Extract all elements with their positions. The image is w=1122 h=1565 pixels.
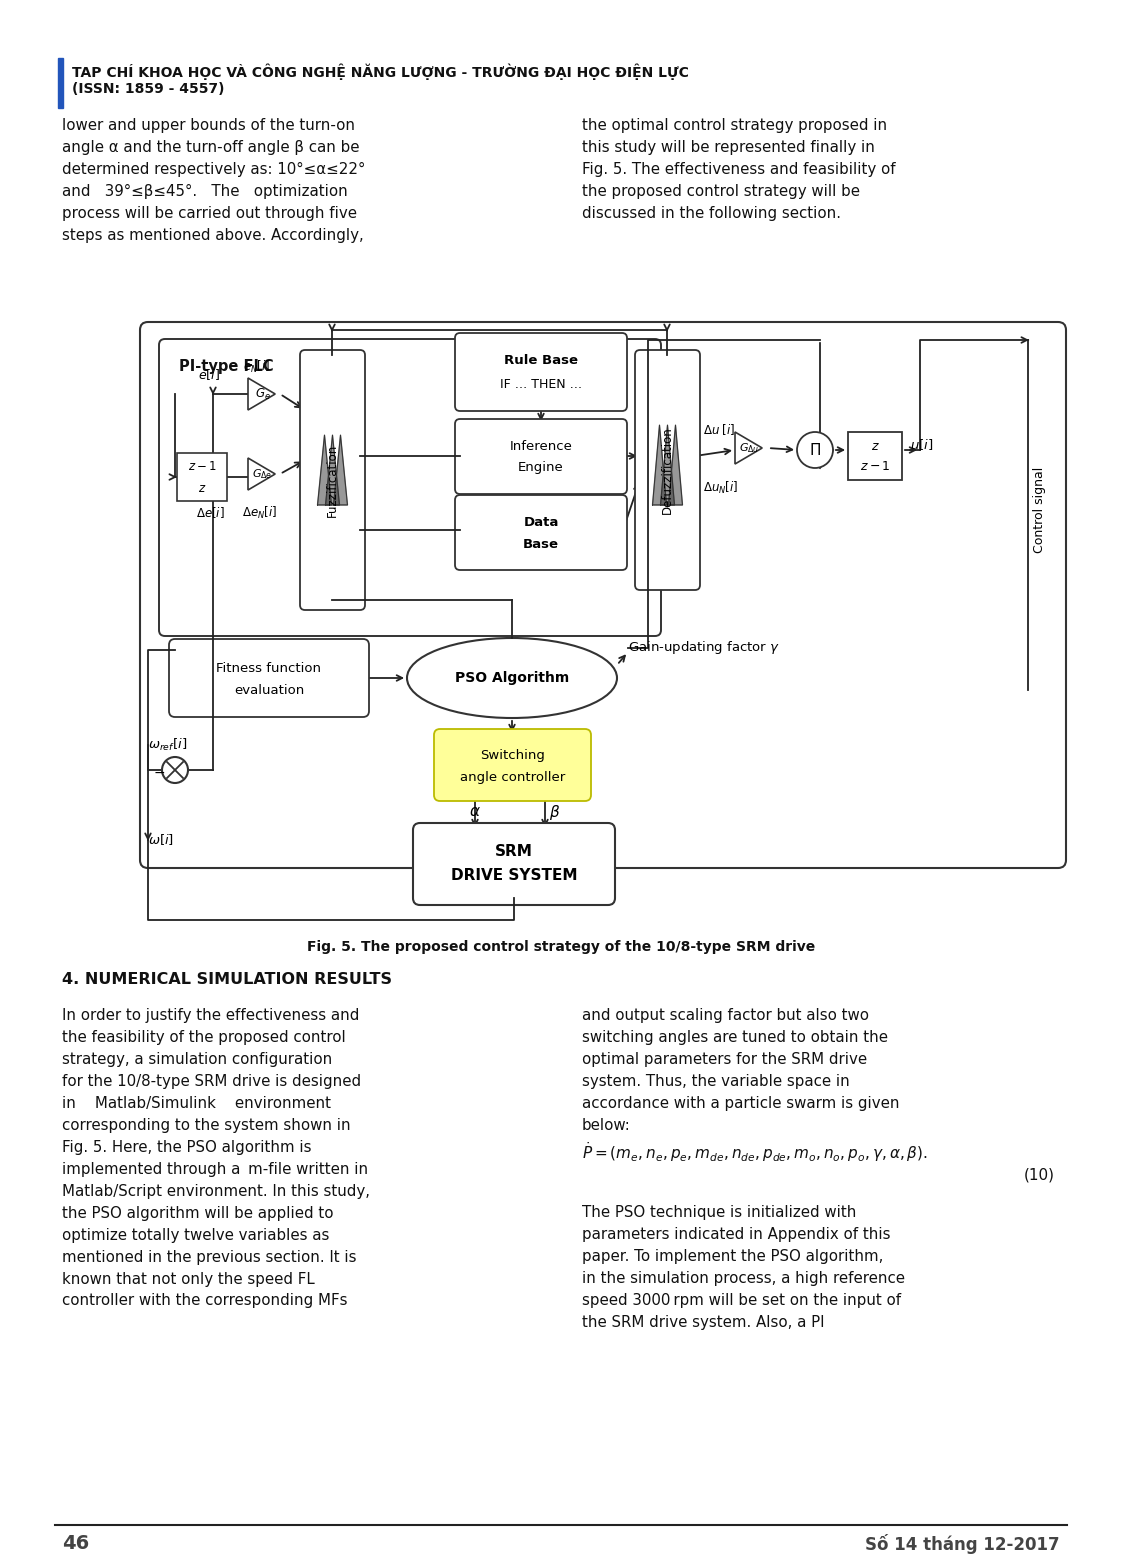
Text: PI-type FLC: PI-type FLC	[180, 358, 274, 374]
Text: $G_{\Delta e}$: $G_{\Delta e}$	[252, 466, 273, 480]
Text: Gain-updating factor $\gamma$: Gain-updating factor $\gamma$	[628, 640, 780, 656]
Text: the optimal control strategy proposed in
this study will be represented finally : the optimal control strategy proposed in…	[582, 117, 895, 221]
Text: $\omega[i]$: $\omega[i]$	[148, 833, 174, 848]
FancyBboxPatch shape	[140, 322, 1066, 869]
Polygon shape	[653, 426, 666, 505]
Text: The PSO technique is initialized with
parameters indicated in Appendix of this
p: The PSO technique is initialized with pa…	[582, 1205, 905, 1330]
FancyBboxPatch shape	[434, 729, 591, 801]
Text: lower and upper bounds of the turn-on
angle α and the turn-off angle β can be
de: lower and upper bounds of the turn-on an…	[62, 117, 366, 243]
Polygon shape	[248, 379, 275, 410]
FancyBboxPatch shape	[456, 419, 627, 495]
Text: SRM: SRM	[495, 845, 533, 859]
Text: $\omega_{ref}[i]$: $\omega_{ref}[i]$	[148, 737, 187, 753]
Text: $\Delta e[i]$: $\Delta e[i]$	[196, 505, 224, 521]
Text: DRIVE SYSTEM: DRIVE SYSTEM	[451, 869, 577, 884]
FancyBboxPatch shape	[848, 432, 902, 480]
Circle shape	[162, 757, 188, 782]
Text: IF … THEN …: IF … THEN …	[500, 377, 582, 391]
Text: $\Delta e_N[i]$: $\Delta e_N[i]$	[242, 505, 277, 521]
Ellipse shape	[407, 639, 617, 718]
Text: $z$: $z$	[871, 440, 880, 452]
FancyBboxPatch shape	[177, 452, 227, 501]
Text: Fitness function: Fitness function	[217, 662, 322, 676]
Text: evaluation: evaluation	[233, 684, 304, 698]
Text: Fig. 5. The proposed control strategy of the 10/8-type SRM drive: Fig. 5. The proposed control strategy of…	[307, 941, 815, 955]
Text: Số 14 tháng 12-2017: Số 14 tháng 12-2017	[865, 1534, 1060, 1554]
Text: Rule Base: Rule Base	[504, 355, 578, 368]
Polygon shape	[333, 435, 348, 505]
Text: $z$: $z$	[197, 482, 206, 495]
Text: Control signal: Control signal	[1033, 466, 1047, 552]
Text: $z-1$: $z-1$	[187, 460, 217, 474]
Text: and output scaling factor but also two
switching angles are tuned to obtain the
: and output scaling factor but also two s…	[582, 1008, 900, 1133]
Text: Engine: Engine	[518, 460, 564, 474]
Polygon shape	[318, 435, 331, 505]
Text: $\alpha$: $\alpha$	[469, 804, 481, 820]
Text: Base: Base	[523, 537, 559, 551]
Polygon shape	[325, 435, 340, 505]
FancyBboxPatch shape	[456, 495, 627, 570]
Text: $e_N[i]$: $e_N[i]$	[243, 358, 270, 376]
Text: 4. NUMERICAL SIMULATION RESULTS: 4. NUMERICAL SIMULATION RESULTS	[62, 972, 392, 988]
Text: Switching: Switching	[480, 748, 545, 762]
Text: $u[i]$: $u[i]$	[910, 438, 934, 452]
Text: Fuzzification: Fuzzification	[327, 443, 339, 516]
Text: $\Delta u\;[i]$: $\Delta u\;[i]$	[703, 423, 735, 438]
Bar	[58, 58, 63, 108]
Text: $e[i]$: $e[i]$	[197, 368, 220, 382]
Polygon shape	[248, 459, 275, 490]
FancyBboxPatch shape	[300, 351, 365, 610]
Text: $z-1$: $z-1$	[859, 460, 891, 474]
Text: In order to justify the effectiveness and
the feasibility of the proposed contro: In order to justify the effectiveness an…	[62, 1008, 370, 1308]
Text: $-$: $-$	[153, 765, 165, 779]
Text: 46: 46	[62, 1534, 90, 1552]
FancyBboxPatch shape	[413, 823, 615, 905]
Text: angle controller: angle controller	[460, 770, 565, 784]
Polygon shape	[669, 426, 682, 505]
Text: $G_{\Delta u}$: $G_{\Delta u}$	[739, 441, 760, 455]
FancyBboxPatch shape	[169, 639, 369, 717]
Text: Defuzzification: Defuzzification	[661, 426, 674, 513]
Polygon shape	[735, 432, 762, 463]
Text: Data: Data	[523, 515, 559, 529]
Text: $G_e$: $G_e$	[255, 387, 270, 402]
Text: (10): (10)	[1024, 1167, 1055, 1183]
Text: $\Pi$: $\Pi$	[809, 441, 821, 459]
Circle shape	[797, 432, 833, 468]
FancyBboxPatch shape	[159, 340, 661, 635]
Text: TAP CHÍ KHOA HỌC VÀ CÔNG NGHỆ NĂNG LƯỢNG - TRƯỜNG ĐẠI HỌC ĐIỆN LỰC: TAP CHÍ KHOA HỌC VÀ CÔNG NGHỆ NĂNG LƯỢNG…	[72, 64, 689, 80]
Text: (ISSN: 1859 - 4557): (ISSN: 1859 - 4557)	[72, 81, 224, 95]
Text: $\Delta u_N[i]$: $\Delta u_N[i]$	[703, 480, 738, 496]
FancyBboxPatch shape	[456, 333, 627, 412]
FancyBboxPatch shape	[635, 351, 700, 590]
Text: $\dot{P} = (m_e, n_e, p_e, m_{de}, n_{de}, p_{de}, m_o, n_o, p_o, \gamma, \alpha: $\dot{P} = (m_e, n_e, p_e, m_{de}, n_{de…	[582, 1139, 928, 1164]
Text: PSO Algorithm: PSO Algorithm	[454, 671, 569, 685]
Polygon shape	[661, 426, 674, 505]
Text: $\beta$: $\beta$	[550, 803, 561, 822]
Text: Inference: Inference	[509, 440, 572, 452]
